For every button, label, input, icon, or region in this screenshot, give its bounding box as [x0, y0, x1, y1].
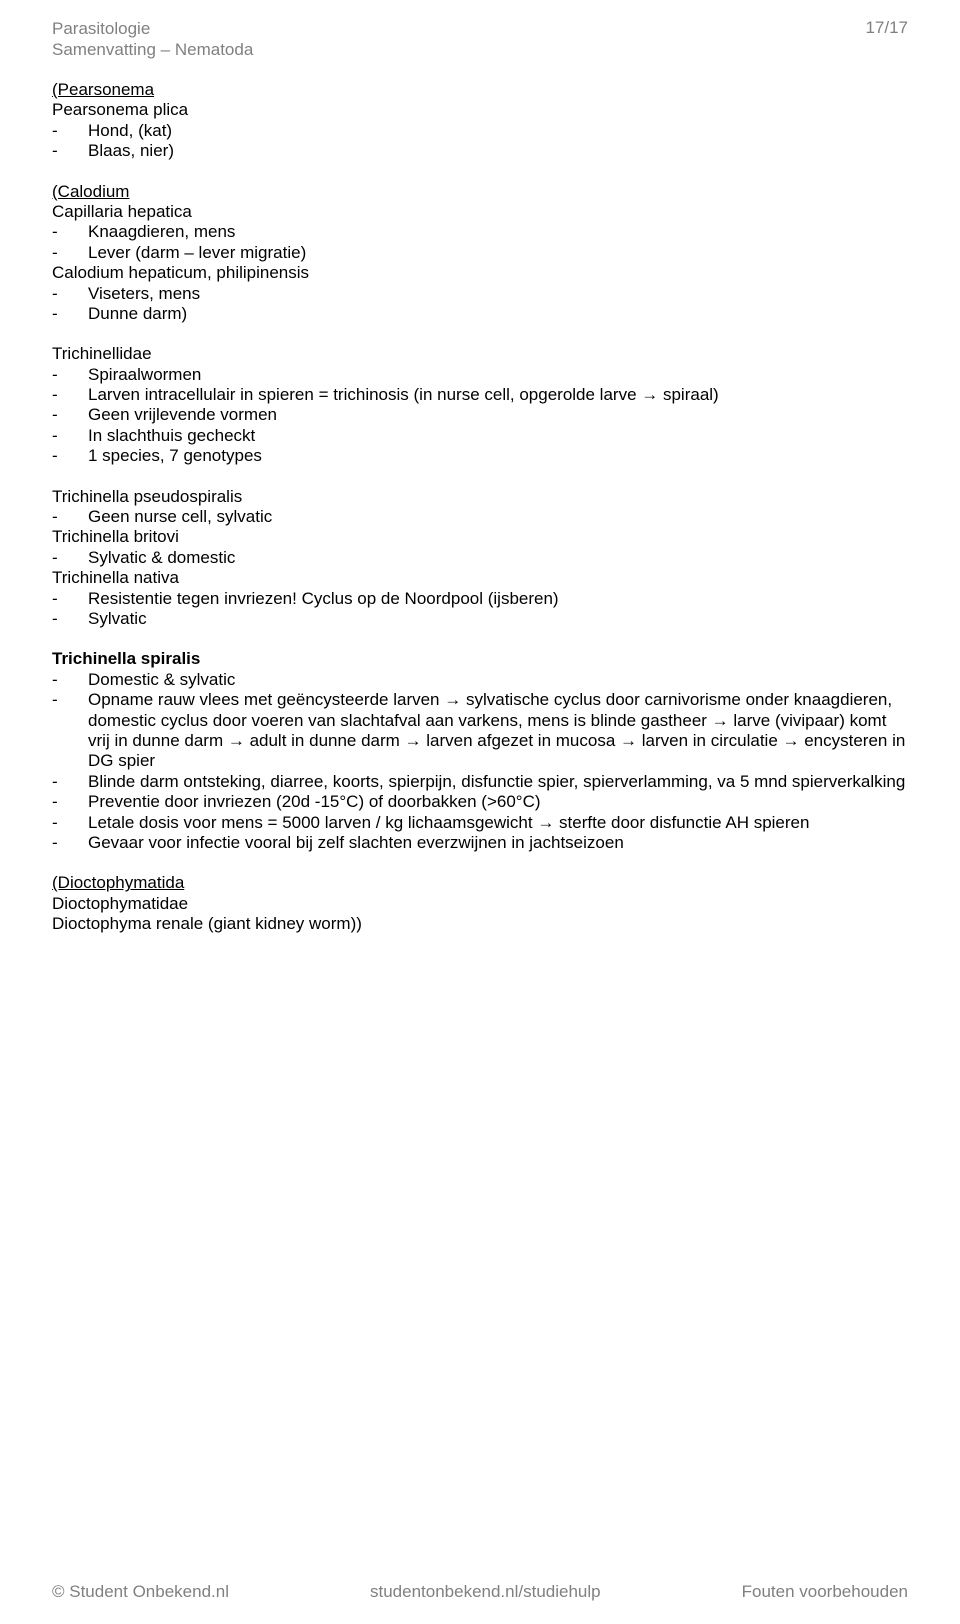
bullet-text: Blaas, nier) [88, 141, 908, 161]
section: Trichinellidae-Spiraalwormen-Larven intr… [52, 344, 908, 466]
bullet-text: Dunne darm) [88, 304, 908, 324]
bullet-item: -Hond, (kat) [52, 121, 908, 141]
text-line: Dioctophyma renale (giant kidney worm)) [52, 914, 908, 934]
bullet-text: Viseters, mens [88, 284, 908, 304]
bullet-text: Spiraalwormen [88, 365, 908, 385]
bullet-dash: - [52, 121, 88, 141]
bullet-text: Opname rauw vlees met geëncysteerde larv… [88, 690, 908, 772]
bullet-item: -Spiraalwormen [52, 365, 908, 385]
bullet-dash: - [52, 690, 88, 772]
bullet-text: Blinde darm ontsteking, diarree, koorts,… [88, 772, 908, 792]
footer-right: Fouten voorbehouden [742, 1582, 908, 1602]
page: Parasitologie Samenvatting – Nematoda 17… [0, 0, 960, 1624]
bullet-dash: - [52, 365, 88, 385]
bullet-item: -Sylvatic & domestic [52, 548, 908, 568]
bullet-item: -Blaas, nier) [52, 141, 908, 161]
document-body: (PearsonemaPearsonema plica-Hond, (kat)-… [52, 80, 908, 954]
bullet-text: Sylvatic & domestic [88, 548, 908, 568]
bullet-item: -Knaagdieren, mens [52, 222, 908, 242]
bullet-item: -Lever (darm – lever migratie) [52, 243, 908, 263]
bullet-dash: - [52, 609, 88, 629]
bullet-item: -Resistentie tegen invriezen! Cyclus op … [52, 589, 908, 609]
bullet-item: -In slachthuis gecheckt [52, 426, 908, 446]
bullet-text: Sylvatic [88, 609, 908, 629]
bullet-item: -Preventie door invriezen (20d -15°C) of… [52, 792, 908, 812]
header-line1: Parasitologie [52, 18, 253, 39]
bullet-dash: - [52, 772, 88, 792]
footer-left: © Student Onbekend.nl [52, 1582, 229, 1602]
section: Trichinella pseudospiralis-Geen nurse ce… [52, 487, 908, 630]
bullet-text: In slachthuis gecheckt [88, 426, 908, 446]
text-line: (Dioctophymatida [52, 873, 908, 893]
text-line: Capillaria hepatica [52, 202, 908, 222]
bullet-dash: - [52, 385, 88, 405]
bullet-dash: - [52, 222, 88, 242]
footer: © Student Onbekend.nl studentonbekend.nl… [52, 1582, 908, 1602]
bullet-item: -Viseters, mens [52, 284, 908, 304]
bullet-text: Preventie door invriezen (20d -15°C) of … [88, 792, 908, 812]
text-line: Dioctophymatidae [52, 894, 908, 914]
text-line: Trichinellidae [52, 344, 908, 364]
bullet-item: -Geen nurse cell, sylvatic [52, 507, 908, 527]
bullet-item: -Sylvatic [52, 609, 908, 629]
bullet-dash: - [52, 405, 88, 425]
bullet-item: -Larven intracellulair in spieren = tric… [52, 385, 908, 405]
bullet-text: Letale dosis voor mens = 5000 larven / k… [88, 813, 908, 833]
bullet-text: Knaagdieren, mens [88, 222, 908, 242]
section: Trichinella spiralis-Domestic & sylvatic… [52, 649, 908, 853]
section: (DioctophymatidaDioctophymatidaeDioctoph… [52, 873, 908, 934]
text-line: Trichinella pseudospiralis [52, 487, 908, 507]
bullet-item: -Letale dosis voor mens = 5000 larven / … [52, 813, 908, 833]
bullet-dash: - [52, 670, 88, 690]
bullet-text: Domestic & sylvatic [88, 670, 908, 690]
bullet-dash: - [52, 507, 88, 527]
bullet-item: -Blinde darm ontsteking, diarree, koorts… [52, 772, 908, 792]
bullet-text: Lever (darm – lever migratie) [88, 243, 908, 263]
header-page-number: 17/17 [865, 18, 908, 38]
header-left: Parasitologie Samenvatting – Nematoda [52, 18, 253, 61]
bullet-item: -Domestic & sylvatic [52, 670, 908, 690]
bullet-dash: - [52, 589, 88, 609]
bullet-dash: - [52, 141, 88, 161]
bullet-dash: - [52, 792, 88, 812]
bullet-dash: - [52, 833, 88, 853]
bullet-item: -1 species, 7 genotypes [52, 446, 908, 466]
bullet-dash: - [52, 426, 88, 446]
bullet-item: -Geen vrijlevende vormen [52, 405, 908, 425]
bullet-dash: - [52, 813, 88, 833]
bullet-text: Hond, (kat) [88, 121, 908, 141]
bullet-text: Gevaar voor infectie vooral bij zelf sla… [88, 833, 908, 853]
bullet-item: -Dunne darm) [52, 304, 908, 324]
bullet-dash: - [52, 284, 88, 304]
text-line: Trichinella nativa [52, 568, 908, 588]
section: (CalodiumCapillaria hepatica-Knaagdieren… [52, 182, 908, 325]
bullet-text: Geen nurse cell, sylvatic [88, 507, 908, 527]
text-line: Trichinella britovi [52, 527, 908, 547]
bullet-text: Larven intracellulair in spieren = trich… [88, 385, 908, 405]
text-line: Calodium hepaticum, philipinensis [52, 263, 908, 283]
bullet-text: Resistentie tegen invriezen! Cyclus op d… [88, 589, 908, 609]
bullet-item: -Gevaar voor infectie vooral bij zelf sl… [52, 833, 908, 853]
text-line: (Calodium [52, 182, 908, 202]
header-line2: Samenvatting – Nematoda [52, 39, 253, 60]
footer-center: studentonbekend.nl/studiehulp [370, 1582, 601, 1602]
bullet-item: -Opname rauw vlees met geëncysteerde lar… [52, 690, 908, 772]
bullet-text: Geen vrijlevende vormen [88, 405, 908, 425]
bullet-dash: - [52, 304, 88, 324]
bullet-dash: - [52, 548, 88, 568]
bullet-dash: - [52, 243, 88, 263]
text-line: Trichinella spiralis [52, 649, 908, 669]
section: (PearsonemaPearsonema plica-Hond, (kat)-… [52, 80, 908, 162]
text-line: Pearsonema plica [52, 100, 908, 120]
bullet-text: 1 species, 7 genotypes [88, 446, 908, 466]
bullet-dash: - [52, 446, 88, 466]
text-line: (Pearsonema [52, 80, 908, 100]
